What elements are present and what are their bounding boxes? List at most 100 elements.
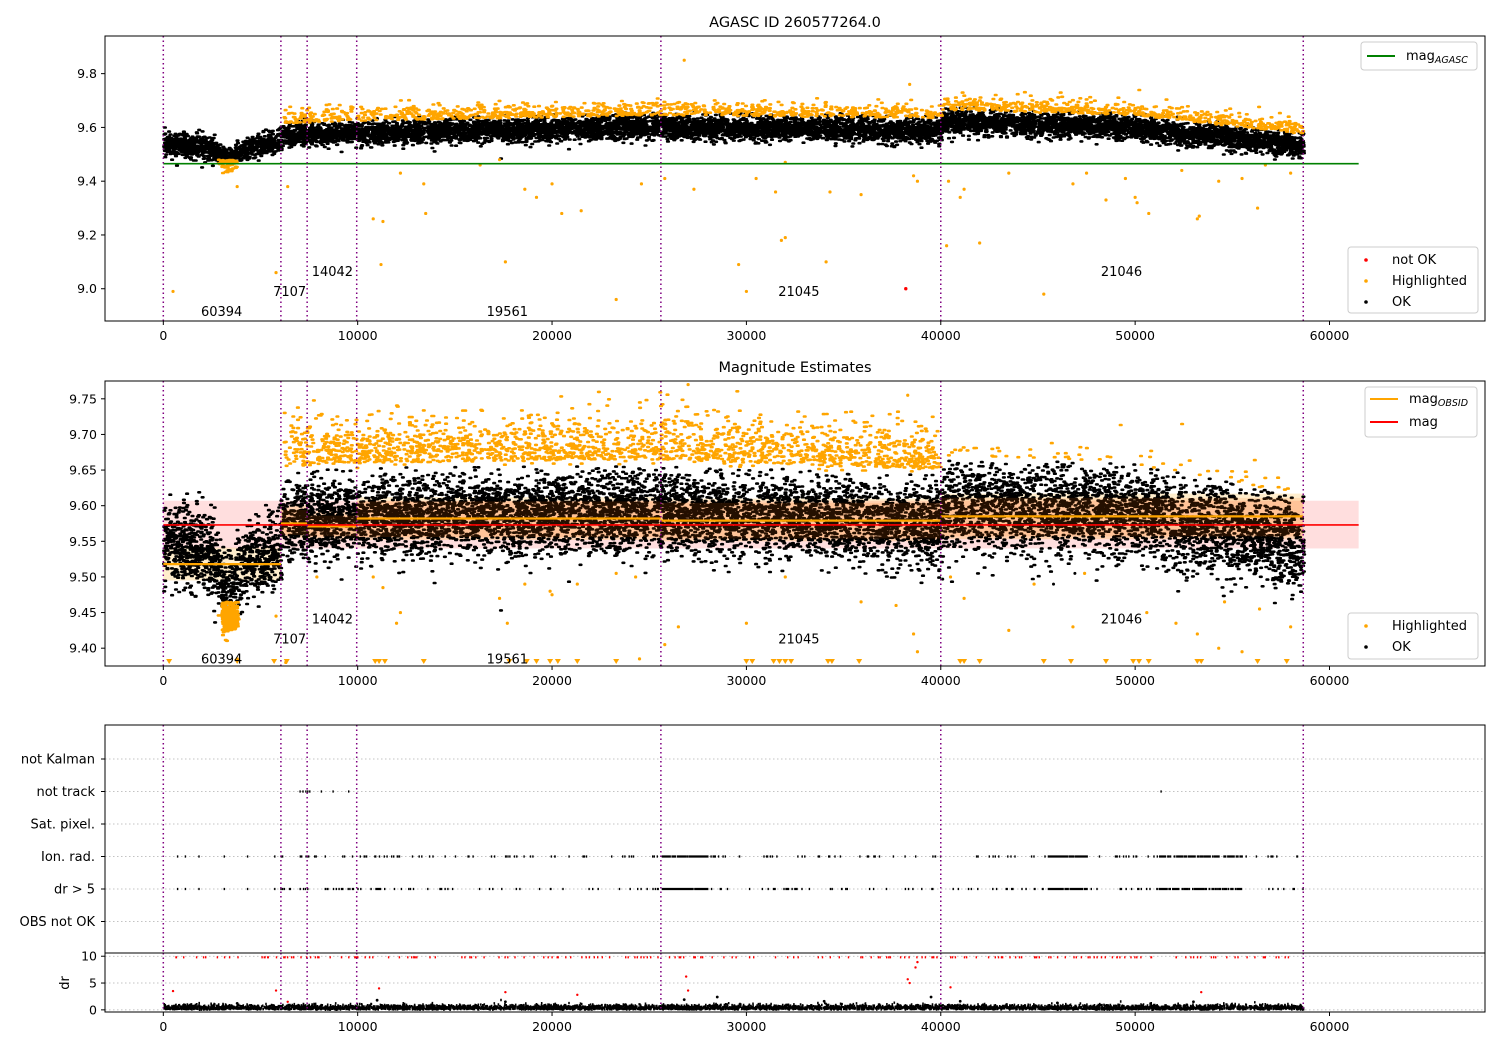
x-tick-label: 40000 [921,1019,961,1034]
x-tick-label: 40000 [921,328,961,343]
x-tick-label: 30000 [727,673,767,688]
legend-mag-agasc-label: magAGASC [1406,49,1468,66]
panel-agasc-frame [104,35,1486,322]
highlighted-outlier [398,171,403,175]
clipped-marker [1102,659,1109,664]
dr-spike-point [822,999,826,1003]
dr-red-point [171,989,175,993]
highlighted-outlier [824,260,828,264]
panel-flags: not Kalman not track Sat. pixel. Ion. rad. d… [20,724,1486,954]
highlighted-outlier [503,260,507,264]
highlighted-outlier [1147,211,1151,216]
flag-category-label: OBS not OK [20,915,96,930]
highlighted-outlier [371,217,375,221]
x-tick-label: 20000 [532,1019,572,1034]
dr-spike-point [375,998,379,1002]
dr-points [163,998,1305,1011]
y-tick-label: 9.2 [77,227,97,242]
highlighted-outlier [1104,198,1108,202]
dr-red-point [686,989,690,992]
legend-highlighted-label-2: Highlighted [1392,619,1467,634]
obsid-label: 19561 [487,305,528,320]
y-tick-label: 0 [89,1002,97,1017]
clipped-marker [554,659,561,664]
obsid-label: 7107 [273,632,306,647]
clipped-marker [828,659,835,664]
clipped-marker [613,659,620,664]
clipped-marker [547,659,554,664]
y-tick-label: 9.65 [69,463,97,478]
obsid-label: 60394 [201,305,242,320]
highlighted-outlier [171,289,175,294]
dr-red-point [916,960,919,964]
dr-red-point [504,990,507,994]
obsid-label: 21046 [1101,265,1142,280]
clipped-marker [961,659,968,664]
highlighted-outlier [1084,171,1089,175]
flag-category-label: dr > 5 [54,883,95,898]
x-tick-label: 60000 [1310,328,1350,343]
highlighted-outlier [894,603,898,608]
clipped-marker [749,659,756,664]
highlighted-outlier [497,596,502,600]
flag-category-label: Ion. rad. [41,850,95,865]
highlighted-outlier [1042,292,1046,296]
y-tick-label: 9.60 [69,498,97,513]
panel-magnitude-frame [104,380,1486,667]
x-tick-label: 0 [159,1019,167,1034]
clipped-marker [372,659,379,664]
panel-dr: 0 10000 20000 30000 40000 50000 60000 0 5 10 dr [58,949,1486,1034]
x-tick-label: 10000 [338,328,378,343]
dr-red-point [684,975,688,978]
highlighted-outlier [744,621,749,625]
highlighted-outlier [682,58,686,62]
highlighted-outlier [779,238,783,242]
clipped-marker [1040,659,1047,664]
highlighted-points [216,390,1290,643]
x-tick-label: 60000 [1310,673,1350,688]
clipped-marker [743,659,750,664]
highlighted-outlier [315,575,319,579]
legend-magnitude-top: magOBSID mag [1364,386,1478,438]
highlighted-outlier [550,593,554,597]
flag-category-label: not track [36,785,95,800]
clipped-marker [523,659,530,664]
highlighted-outlier [1240,176,1244,181]
highlighted-outlier [422,182,426,186]
highlighted-outlier [1135,201,1139,205]
y-tick-label: 9.45 [69,605,97,620]
highlighted-outlier [663,643,667,647]
highlighted-outlier [614,297,618,302]
dr-red-point [949,986,952,989]
dr-red-point [576,993,579,997]
highlighted-outlier [1217,179,1221,183]
dr-spike-point [715,995,719,999]
highlighted-outlier [1174,621,1178,625]
highlighted-outlier [737,262,741,267]
highlighted-outlier [676,625,680,629]
highlighted-outlier [828,190,832,194]
legend-ok-label: OK [1392,295,1411,310]
highlighted-outlier [534,195,539,199]
highlighted-outlier [948,575,953,579]
x-tick-label: 10000 [338,673,378,688]
clipped-marker [574,659,581,664]
x-tick-label: 30000 [727,328,767,343]
y-tick-label: 9.4 [77,174,97,189]
highlighted-outlier [381,586,385,590]
clipped-marker [506,659,513,664]
legend-agasc-top: magAGASC [1360,41,1478,71]
clipped-marker [976,659,983,664]
clipped-marker [283,659,290,664]
y-tick-label: 9.70 [69,427,97,442]
legend-ok-label-2: OK [1392,640,1411,655]
highlighted-outlier [579,209,583,213]
legend-highlighted-swatch [1364,279,1368,283]
clipped-marker [1254,659,1261,664]
highlighted-points [216,88,1306,175]
highlighted-outlier [946,179,951,183]
dr-spike-point [1192,1000,1195,1004]
ok-outlier [1073,571,1077,575]
dr-red-point [914,966,917,969]
